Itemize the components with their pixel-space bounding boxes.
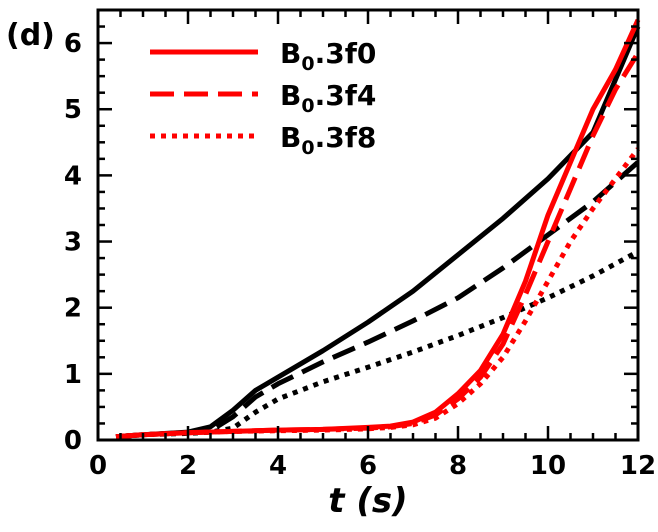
y-tick-label: 5: [64, 95, 82, 125]
x-tick-label: 4: [269, 451, 287, 481]
y-tick-label: 3: [64, 228, 82, 258]
legend: B0.3f0 B0.3f4 B0.3f8: [150, 37, 376, 159]
series-layer: [115, 18, 641, 440]
series-line-5: [115, 249, 640, 440]
x-tick-label: 6: [359, 451, 377, 481]
x-tick-label: 8: [449, 451, 467, 481]
y-tick-label: 4: [64, 161, 82, 191]
series-line-4: [115, 160, 640, 440]
y-tick-label: 0: [64, 426, 82, 456]
x-tick-label: 2: [179, 451, 197, 481]
series-line-3: [115, 25, 641, 440]
x-axis-title: t (s): [328, 481, 407, 521]
legend-label-0: B0.3f0: [280, 37, 376, 75]
y-tick-label: 6: [64, 29, 82, 59]
x-tick-label: 0: [89, 451, 107, 481]
x-tick-label: 10: [530, 451, 566, 481]
panel-label: (d): [6, 18, 55, 53]
x-tick-label: 12: [620, 451, 656, 481]
legend-label-2: B0.3f8: [280, 121, 376, 159]
y-tick-label: 2: [64, 294, 82, 324]
series-line-1: [115, 51, 641, 440]
legend-label-1: B0.3f4: [280, 79, 376, 117]
y-tick-label: 1: [64, 360, 82, 390]
series-line-2: [115, 147, 640, 440]
